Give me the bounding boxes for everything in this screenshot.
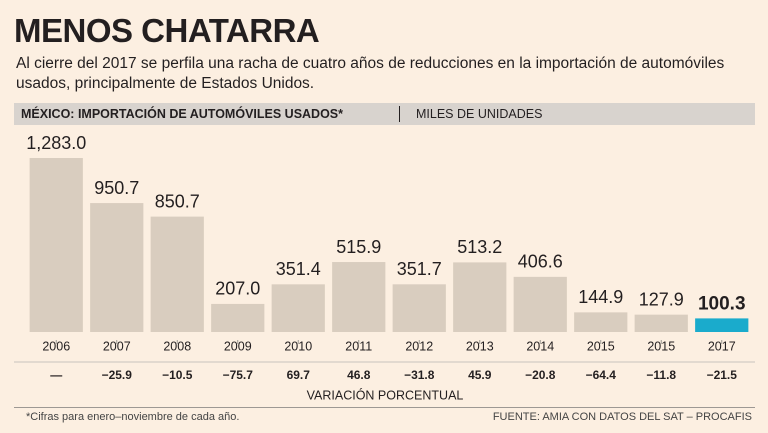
variation-label: −25.9 xyxy=(102,368,133,382)
footer-rule xyxy=(14,407,755,408)
bar xyxy=(150,216,204,332)
x-tick-label: 2010 xyxy=(284,339,312,353)
bar xyxy=(695,318,749,332)
value-label: 950.7 xyxy=(94,178,139,198)
bar xyxy=(574,312,628,332)
x-tick-label: 2017 xyxy=(708,339,736,353)
variation-label: −64.4 xyxy=(586,368,617,382)
chart: 1,283.0 2006 — 950.7 2007 −25.9 850.7 2008 −10.5… xyxy=(14,133,755,402)
value-label: 144.9 xyxy=(578,287,623,307)
variation-label: −75.7 xyxy=(223,368,254,382)
bar xyxy=(634,314,688,332)
subtitle: Al cierre del 2017 se perfila una racha … xyxy=(16,55,725,92)
bar xyxy=(332,262,386,332)
variation-label: 45.9 xyxy=(468,368,492,382)
x-tick-label: 2008 xyxy=(163,339,191,353)
bar xyxy=(271,284,325,332)
variation-title: VARIACIÓN PORCENTUAL xyxy=(307,387,464,402)
bar xyxy=(453,262,507,332)
variation-label: −11.8 xyxy=(646,368,676,382)
variation-label: 69.7 xyxy=(287,368,311,382)
variation-label: −31.8 xyxy=(404,368,435,382)
variation-label: −10.5 xyxy=(162,368,193,382)
header: MÉXICO: IMPORTACIÓN DE AUTOMÓVILES USADO… xyxy=(21,107,344,121)
bar xyxy=(90,203,144,332)
x-tick-label: 2013 xyxy=(466,339,494,353)
x-tick-label: 2006 xyxy=(42,339,70,353)
value-label: 207.0 xyxy=(215,279,260,299)
value-label: 100.3 xyxy=(698,293,746,314)
bar xyxy=(392,284,446,332)
value-label: 515.9 xyxy=(336,237,381,257)
value-label: 1,283.0 xyxy=(26,133,86,153)
header-band: MÉXICO: IMPORTACIÓN DE AUTOMÓVILES USADO… xyxy=(14,103,755,125)
separator xyxy=(399,106,400,122)
x-tick-label: 2015 xyxy=(647,339,675,353)
value-label: 351.4 xyxy=(276,259,321,279)
bar xyxy=(513,276,567,332)
value-label: 127.9 xyxy=(639,289,684,309)
footnote: *Cifras para enero–noviembre de cada año… xyxy=(26,411,240,423)
value-label: 406.6 xyxy=(518,252,563,272)
x-tick-label: 2009 xyxy=(224,339,252,353)
x-tick-label: 2007 xyxy=(103,339,131,353)
x-tick-label: 2014 xyxy=(526,339,554,353)
x-tick-label: 2012 xyxy=(405,339,433,353)
variation-label: −20.8 xyxy=(525,368,556,382)
unit: MILES DE UNIDADES xyxy=(416,107,543,121)
value-label: 351.7 xyxy=(397,259,442,279)
variation-label: — xyxy=(50,368,62,382)
value-label: 850.7 xyxy=(155,191,200,211)
title: MENOS CHATARRA xyxy=(14,12,320,49)
x-tick-label: 2011 xyxy=(345,339,372,353)
variation-label: −21.5 xyxy=(707,368,738,382)
bar xyxy=(29,158,83,332)
x-tick-label: 2015 xyxy=(587,339,615,353)
value-label: 513.2 xyxy=(457,237,502,257)
source: FUENTE: AMIA CON DATOS DEL SAT – PROCAFI… xyxy=(492,411,752,423)
variation-label: 46.8 xyxy=(347,368,371,382)
bar xyxy=(211,303,265,332)
